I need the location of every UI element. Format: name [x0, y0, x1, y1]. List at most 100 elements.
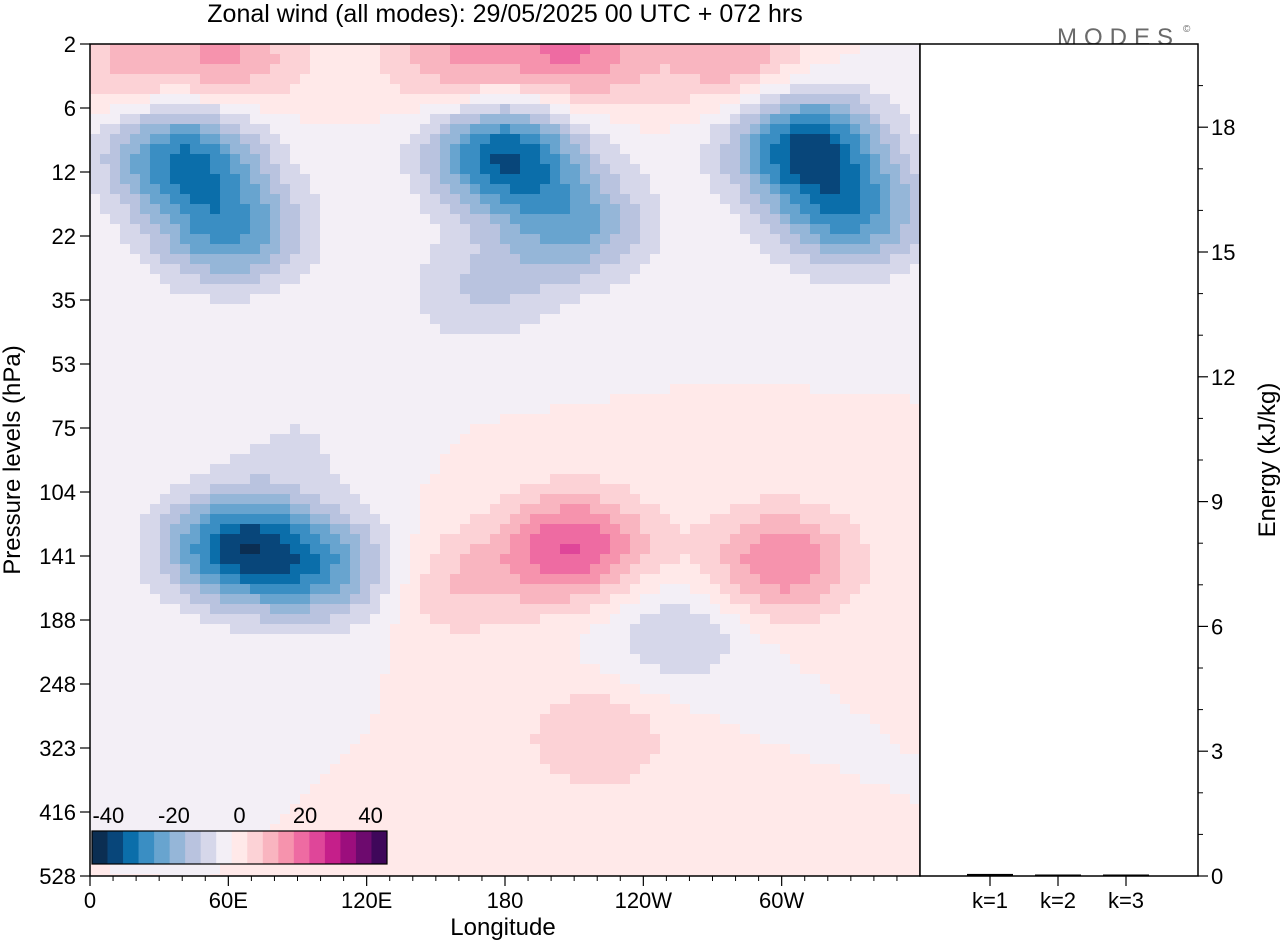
heatmap-cell	[840, 404, 851, 415]
heatmap-cell	[180, 474, 191, 485]
heatmap-cell	[620, 574, 631, 585]
heatmap-cell	[310, 404, 321, 415]
heatmap-cell	[160, 544, 171, 555]
heatmap-cell	[790, 164, 801, 175]
heatmap-cell	[180, 284, 191, 295]
heatmap-cell	[770, 144, 781, 155]
heatmap-cell	[870, 274, 881, 285]
heatmap-cell	[210, 324, 221, 335]
heatmap-cell	[300, 194, 311, 205]
heatmap-cells	[90, 44, 920, 876]
heatmap-cell	[130, 494, 141, 505]
heatmap-cell	[890, 544, 901, 555]
heatmap-cell	[410, 64, 421, 75]
heatmap-cell	[780, 364, 791, 375]
heatmap-cell	[780, 404, 791, 415]
heatmap-cell	[440, 204, 451, 215]
heatmap-cell	[510, 134, 521, 145]
heatmap-cell	[720, 534, 731, 545]
heatmap-cell	[740, 404, 751, 415]
heatmap-cell	[860, 604, 871, 615]
heatmap-cell	[830, 604, 841, 615]
heatmap-cell	[180, 404, 191, 415]
heatmap-cell	[880, 204, 891, 215]
heatmap-cell	[420, 74, 431, 85]
heatmap-cell	[580, 634, 591, 645]
heatmap-cell	[710, 54, 721, 65]
heatmap-cell	[510, 584, 521, 595]
heatmap-cell	[260, 624, 271, 635]
heatmap-cell	[240, 214, 251, 225]
heatmap-cell	[240, 124, 251, 135]
heatmap-cell	[400, 354, 411, 365]
heatmap-cell	[640, 284, 651, 295]
heatmap-cell	[280, 604, 291, 615]
heatmap-cell	[480, 414, 491, 425]
heatmap-cell	[690, 444, 701, 455]
heatmap-cell	[390, 554, 401, 565]
heatmap-cell	[890, 334, 901, 345]
heatmap-cell	[410, 154, 421, 165]
heatmap-cell	[370, 544, 381, 555]
heatmap-cell	[480, 274, 491, 285]
heatmap-cell	[440, 574, 451, 585]
heatmap-cell	[260, 394, 271, 405]
heatmap-cell	[440, 264, 451, 275]
heatmap-cell	[580, 194, 591, 205]
heatmap-cell	[170, 94, 181, 105]
heatmap-cell	[130, 224, 141, 235]
heatmap-cell	[400, 624, 411, 635]
heatmap-cell	[650, 244, 661, 255]
heatmap-cell	[620, 354, 631, 365]
heatmap-cell	[550, 484, 561, 495]
heatmap-cell	[440, 614, 451, 625]
heatmap-cell	[140, 134, 151, 145]
heatmap-cell	[160, 114, 171, 125]
heatmap-cell	[470, 544, 481, 555]
heatmap-cell	[870, 74, 881, 85]
heatmap-cell	[680, 284, 691, 295]
heatmap-cell	[240, 324, 251, 335]
heatmap-cell	[140, 374, 151, 385]
heatmap-cell	[280, 564, 291, 575]
heatmap-cell	[150, 264, 161, 275]
heatmap-cell	[190, 614, 201, 625]
heatmap-cell	[400, 414, 411, 425]
heatmap-cell	[220, 634, 231, 645]
heatmap-cell	[730, 604, 741, 615]
heatmap-cell	[190, 454, 201, 465]
heatmap-cell	[180, 184, 191, 195]
heatmap-cell	[320, 554, 331, 565]
heatmap-cell	[320, 84, 331, 95]
heatmap-cell	[280, 224, 291, 235]
heatmap-cell	[170, 584, 181, 595]
heatmap-cell	[90, 414, 101, 425]
heatmap-cell	[850, 244, 861, 255]
heatmap-cell	[280, 584, 291, 595]
heatmap-cell	[830, 144, 841, 155]
heatmap-cell	[130, 564, 141, 575]
heatmap-cell	[590, 454, 601, 465]
heatmap-cell	[190, 324, 201, 335]
heatmap-cell	[540, 144, 551, 155]
heatmap-cell	[470, 54, 481, 65]
heatmap-cell	[780, 334, 791, 345]
heatmap-cell	[590, 324, 601, 335]
heatmap-cell	[390, 534, 401, 545]
heatmap-cell	[810, 574, 821, 585]
heatmap-cell	[590, 274, 601, 285]
heatmap-cell	[820, 534, 831, 545]
heatmap-cell	[650, 334, 661, 345]
heatmap-cell	[420, 84, 431, 95]
heatmap-cell	[720, 574, 731, 585]
heatmap-cell	[910, 124, 920, 135]
heatmap-cell	[640, 294, 651, 305]
heatmap-cell	[110, 454, 121, 465]
heatmap-cell	[430, 194, 441, 205]
heatmap-cell	[590, 244, 601, 255]
heatmap-cell	[610, 364, 621, 375]
heatmap-cell	[300, 594, 311, 605]
heatmap-cell	[660, 534, 671, 545]
heatmap-cell	[90, 624, 101, 635]
heatmap-cell	[520, 254, 531, 265]
